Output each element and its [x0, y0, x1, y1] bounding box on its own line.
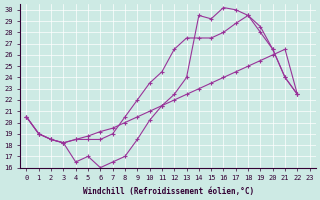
X-axis label: Windchill (Refroidissement éolien,°C): Windchill (Refroidissement éolien,°C) [83, 187, 254, 196]
